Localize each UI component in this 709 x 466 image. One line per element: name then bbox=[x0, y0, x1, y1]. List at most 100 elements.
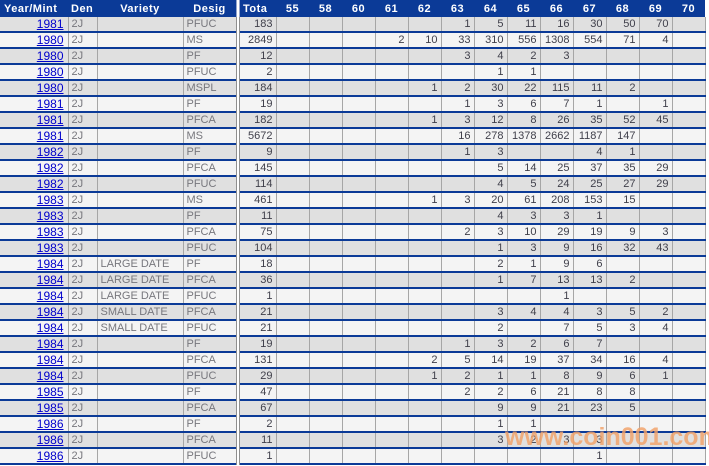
grade-cell-60 bbox=[342, 224, 376, 241]
year-cell: 1983 bbox=[0, 224, 69, 241]
variety-cell bbox=[97, 192, 184, 209]
year-cell: 1985 bbox=[0, 384, 69, 401]
desig-cell: PF bbox=[183, 48, 239, 65]
col-header-desig: Desig bbox=[183, 0, 238, 17]
year-link[interactable]: 1986 bbox=[36, 449, 64, 463]
year-link[interactable]: 1983 bbox=[36, 209, 64, 223]
grade-cell-64: 9 bbox=[474, 400, 508, 417]
year-link[interactable]: 1985 bbox=[36, 385, 64, 399]
year-link[interactable]: 1980 bbox=[36, 65, 64, 79]
year-link[interactable]: 1985 bbox=[36, 401, 64, 415]
year-link[interactable]: 1984 bbox=[36, 289, 64, 303]
table-row: 1984 2J PF 19 1 3 2 6 7 bbox=[0, 336, 706, 353]
total-cell: 9 bbox=[236, 144, 277, 161]
den-cell: 2J bbox=[68, 400, 98, 417]
grade-cell-66: 115 bbox=[540, 80, 574, 97]
grade-cell-70 bbox=[672, 416, 706, 433]
table-row: 1984 2J PFCA 131 2 5 14 19 37 34 16 4 bbox=[0, 352, 706, 369]
year-link[interactable]: 1982 bbox=[36, 177, 64, 191]
total-cell: 104 bbox=[236, 240, 277, 257]
den-cell: 2J bbox=[68, 368, 98, 385]
year-link[interactable]: 1983 bbox=[36, 241, 64, 255]
grade-cell-62 bbox=[408, 160, 442, 177]
grade-cell-60 bbox=[342, 160, 376, 177]
year-link[interactable]: 1984 bbox=[36, 353, 64, 367]
grade-cell-70 bbox=[672, 48, 706, 65]
grade-cell-55 bbox=[276, 48, 310, 65]
grade-cell-66: 21 bbox=[540, 384, 574, 401]
year-link[interactable]: 1980 bbox=[36, 33, 64, 47]
grade-cell-58 bbox=[309, 352, 343, 369]
table-row: 1984 2J LARGE DATE PF 18 2 1 9 6 bbox=[0, 256, 706, 273]
grade-cell-60 bbox=[342, 17, 376, 33]
year-link[interactable]: 1984 bbox=[36, 369, 64, 383]
grade-cell-63: 2 bbox=[441, 80, 475, 97]
year-link[interactable]: 1984 bbox=[36, 257, 64, 271]
grade-cell-69: 4 bbox=[639, 320, 673, 337]
table-row: 1985 2J PF 47 2 2 6 21 8 8 bbox=[0, 384, 706, 401]
year-link[interactable]: 1984 bbox=[36, 337, 64, 351]
grade-cell-70 bbox=[672, 192, 706, 209]
grade-cell-66: 3 bbox=[540, 48, 574, 65]
year-link[interactable]: 1981 bbox=[36, 97, 64, 111]
year-cell: 1984 bbox=[0, 272, 69, 289]
grade-cell-67: 16 bbox=[573, 240, 607, 257]
grade-cell-63 bbox=[441, 272, 475, 289]
grade-cell-55 bbox=[276, 112, 310, 129]
variety-cell bbox=[97, 48, 184, 65]
desig-cell: MS bbox=[183, 32, 239, 49]
grade-cell-55 bbox=[276, 64, 310, 81]
grade-cell-63 bbox=[441, 304, 475, 321]
grade-cell-64: 4 bbox=[474, 176, 508, 193]
grade-cell-61 bbox=[375, 208, 409, 225]
grade-cell-63 bbox=[441, 288, 475, 305]
grade-cell-64: 2 bbox=[474, 320, 508, 337]
year-link[interactable]: 1983 bbox=[36, 193, 64, 207]
year-link[interactable]: 1980 bbox=[36, 49, 64, 63]
total-cell: 1 bbox=[236, 288, 277, 305]
den-cell: 2J bbox=[68, 48, 98, 65]
year-link[interactable]: 1984 bbox=[36, 305, 64, 319]
variety-cell bbox=[97, 432, 184, 449]
grade-cell-60 bbox=[342, 32, 376, 49]
grade-cell-68: 1 bbox=[606, 144, 640, 161]
year-link[interactable]: 1984 bbox=[36, 321, 64, 335]
variety-cell bbox=[97, 64, 184, 81]
grade-cell-68: 32 bbox=[606, 240, 640, 257]
grade-cell-65: 1 bbox=[507, 416, 541, 433]
desig-cell: PF bbox=[183, 96, 239, 113]
grade-cell-64: 5 bbox=[474, 17, 508, 33]
year-link[interactable]: 1981 bbox=[36, 17, 64, 31]
grade-cell-66 bbox=[540, 144, 574, 161]
grade-cell-60 bbox=[342, 112, 376, 129]
grade-cell-62 bbox=[408, 416, 442, 433]
year-link[interactable]: 1980 bbox=[36, 81, 64, 95]
year-link[interactable]: 1983 bbox=[36, 225, 64, 239]
grade-cell-55 bbox=[276, 448, 310, 465]
grade-cell-58 bbox=[309, 48, 343, 65]
year-link[interactable]: 1981 bbox=[36, 129, 64, 143]
year-link[interactable]: 1981 bbox=[36, 113, 64, 127]
grade-cell-61 bbox=[375, 17, 409, 33]
variety-cell bbox=[97, 368, 184, 385]
year-link[interactable]: 1982 bbox=[36, 145, 64, 159]
grade-cell-64: 3 bbox=[474, 224, 508, 241]
grade-cell-58 bbox=[309, 80, 343, 97]
year-link[interactable]: 1986 bbox=[36, 433, 64, 447]
grade-cell-66: 29 bbox=[540, 224, 574, 241]
desig-cell: MS bbox=[183, 192, 239, 209]
grade-cell-55 bbox=[276, 96, 310, 113]
year-link[interactable]: 1982 bbox=[36, 161, 64, 175]
desig-cell: PFCA bbox=[183, 112, 239, 129]
year-link[interactable]: 1984 bbox=[36, 273, 64, 287]
grade-cell-68: 5 bbox=[606, 304, 640, 321]
grade-cell-64: 5 bbox=[474, 160, 508, 177]
grade-cell-63: 1 bbox=[441, 336, 475, 353]
grade-cell-63: 3 bbox=[441, 192, 475, 209]
grade-cell-58 bbox=[309, 192, 343, 209]
year-link[interactable]: 1986 bbox=[36, 417, 64, 431]
grade-cell-70 bbox=[672, 32, 706, 49]
grade-cell-70 bbox=[672, 17, 706, 33]
grade-cell-67: 37 bbox=[573, 160, 607, 177]
grade-cell-69: 29 bbox=[639, 160, 673, 177]
